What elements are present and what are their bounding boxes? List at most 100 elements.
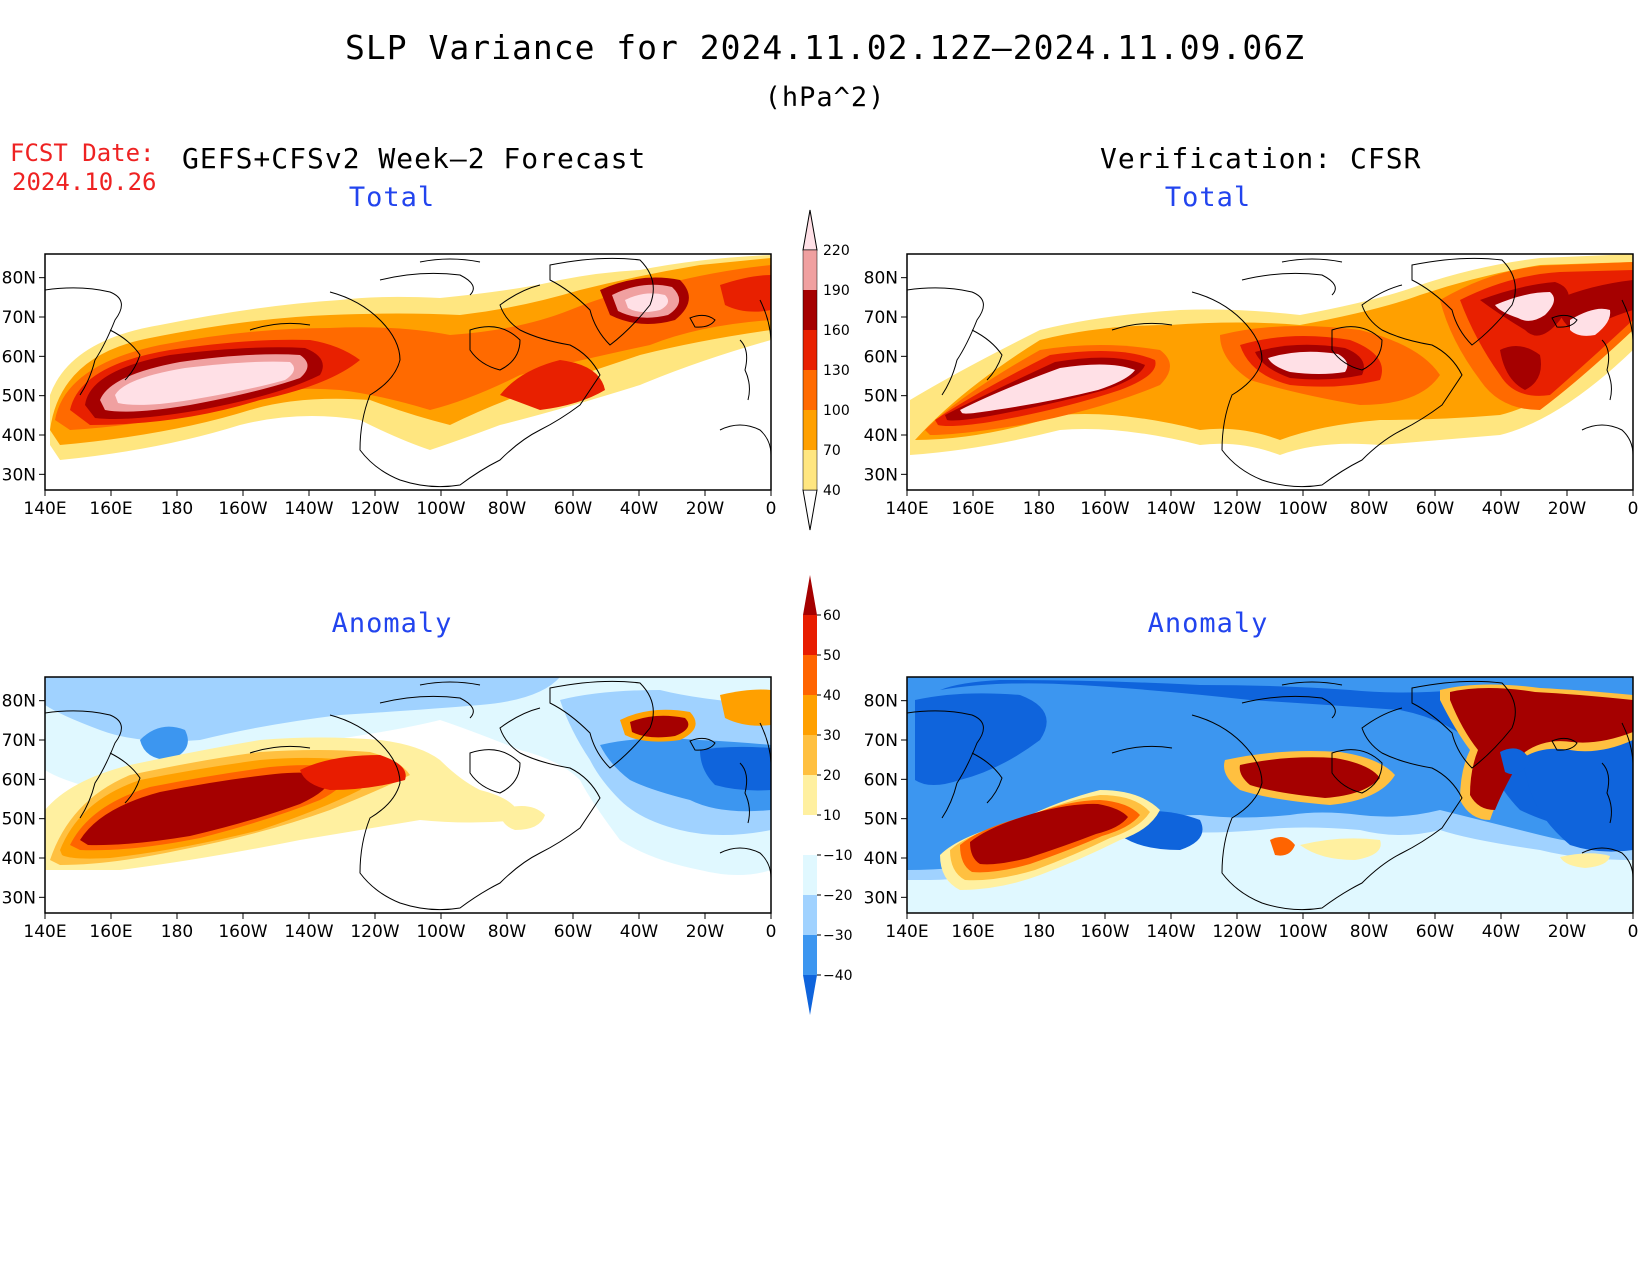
lon-tick-label: 160W [1080,499,1129,519]
panel-coastlines [907,680,1633,911]
colorbar-swatch [803,815,817,855]
colorbar-swatch [803,450,817,490]
colorbar-label: 190 [823,283,850,299]
lon-tick-label: 120W [350,499,399,519]
lon-tick-label: 180 [161,499,193,519]
colorbar-swatch [803,370,817,410]
positive-anomaly-fill [1560,853,1610,868]
lon-tick-label: 80W [488,922,527,942]
lon-tick-label: 0 [766,922,777,942]
positive-anomaly-fill [1239,757,1380,798]
lat-tick-label: 30N [864,888,898,908]
lon-tick-label: 160E [89,922,132,942]
map-frame [44,676,772,914]
lon-tick-label: 140W [284,499,333,519]
lon-tick-label: 100W [1278,499,1327,519]
lon-tick-label: 180 [1023,499,1055,519]
total-contour-fill [1570,308,1611,336]
lon-tick-label: 160W [218,499,267,519]
colorbar-upper-extension [802,209,818,251]
colorbar-swatch [803,855,817,895]
colorbar-label: 160 [823,323,850,339]
total-contour-fill [720,275,771,312]
colorbar-swatch [803,290,817,330]
colorbar-swatch [803,615,817,655]
colorbar-lower-extension [803,975,817,1015]
colorbar-swatch [803,735,817,775]
lat-tick-label: 70N [2,731,36,751]
colorbar-swatch [803,250,817,290]
positive-anomaly-fill [300,755,406,790]
lat-tick-label: 70N [864,308,898,328]
lon-tick-label: 20W [686,499,725,519]
lat-tick-label: 30N [2,465,36,485]
lon-tick-label: 0 [1628,499,1639,519]
colorbar-label: 30 [823,728,841,744]
lon-tick-label: 140W [1146,922,1195,942]
forecast-header: GEFS+CFSv2 Week–2 Forecast [182,142,647,175]
colorbar-label: 40 [823,688,841,704]
total-colorbar: 40 70 100 130 160 190 220 [802,209,850,531]
forecast-anomaly-map [45,677,771,875]
positive-anomaly-fill [80,772,330,846]
colorbar-swatch [803,695,817,735]
lon-tick-label: 40W [1482,922,1521,942]
forecast-anomaly-shading [45,677,771,875]
total-contour-fill [1495,292,1554,321]
lat-tick-label: 50N [2,810,36,830]
colorbar-label: 10 [823,808,841,824]
lon-tick-label: 160E [89,499,132,519]
colorbar-swatch [803,775,817,815]
colorbar-label: 60 [823,608,841,624]
negative-anomaly-fill [140,726,188,760]
colorbar-label: −20 [823,888,853,904]
verification-total-title: Total [1164,182,1252,213]
colorbar-label: 70 [823,443,841,459]
lon-tick-label: 140W [1146,499,1195,519]
verification-anomaly-title: Anomaly [1147,608,1269,639]
colorbar-label: −10 [823,848,853,864]
lon-tick-label: 120W [350,922,399,942]
negative-anomaly-fill [1520,723,1633,852]
lat-tick-label: 40N [2,426,36,446]
lon-tick-label: 40W [620,922,659,942]
map-frame [906,253,1634,491]
colorbar-label: 50 [823,648,841,664]
positive-anomaly-fill [1270,836,1295,856]
colorbar-label: 100 [823,403,850,419]
lon-tick-label: 80W [1350,922,1389,942]
lon-tick-label: 0 [1628,922,1639,942]
lat-tick-label: 30N [864,465,898,485]
lat-tick-label: 80N [2,692,36,712]
lat-tick-label: 80N [864,269,898,289]
total-contour-fill [625,293,669,313]
lat-tick-label: 80N [2,269,36,289]
verification-total-map [910,254,1633,455]
colorbar-label: 40 [823,483,841,499]
total-contour-fill [500,360,605,410]
lon-tick-label: 140E [23,499,66,519]
anomaly-colorbar: 60 50 40 30 20 10 −10 −20 −30 −40 [803,575,853,1015]
lat-tick-label: 60N [2,347,36,367]
lon-tick-label: 60W [1416,499,1455,519]
negative-anomaly-fill [915,693,1047,785]
map-frame [906,676,1634,914]
lat-tick-label: 40N [864,849,898,869]
lat-tick-label: 50N [864,387,898,407]
lon-tick-label: 140E [23,922,66,942]
colorbar-label: 20 [823,768,841,784]
lon-tick-label: 140E [885,499,928,519]
lon-tick-label: 100W [1278,922,1327,942]
colorbar-label: −40 [823,968,853,984]
units-label: (hPa^2) [764,82,886,113]
colorbar-swatch [803,935,817,975]
lat-tick-label: 30N [2,888,36,908]
lon-tick-label: 80W [488,499,527,519]
lat-tick-label: 50N [2,387,36,407]
verification-anomaly-shading [907,677,1633,913]
lon-tick-label: 100W [416,922,465,942]
lon-tick-label: 140W [284,922,333,942]
lon-tick-label: 140E [885,922,928,942]
total-contour-fill [960,364,1135,414]
